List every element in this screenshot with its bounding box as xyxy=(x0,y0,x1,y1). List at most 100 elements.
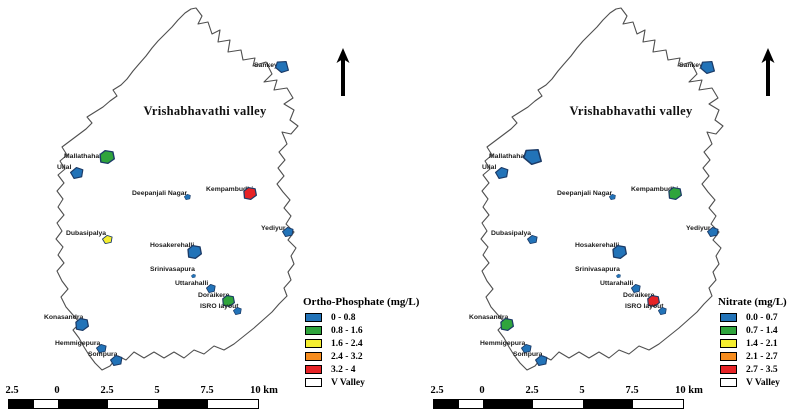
legend-swatch-white xyxy=(720,378,737,387)
site-marker-sankey xyxy=(700,61,715,74)
site-label-sankey: Sankey xyxy=(254,62,278,69)
site-marker-srinivasapura xyxy=(191,274,196,278)
site-label-sompura: Sompura xyxy=(88,351,118,358)
site-label-srinivasapura: Srinivasapura xyxy=(575,266,620,273)
scalebar-track xyxy=(8,399,259,409)
legend-item-orange: 2.4 - 3.2 xyxy=(303,350,419,363)
site-marker-yediyur xyxy=(707,227,719,237)
valley-boundary-path xyxy=(55,7,299,371)
site-marker-sompura xyxy=(535,355,548,366)
scalebar-track xyxy=(433,399,684,409)
site-label-doraikere: Doraikere xyxy=(198,292,230,299)
legend-item-red: 2.7 - 3.5 xyxy=(718,363,787,376)
site-marker-hosakerehalli xyxy=(612,245,627,259)
site-marker-konasandra xyxy=(75,318,89,331)
site-label-kempambudhi: Kempambudhi xyxy=(206,186,254,193)
site-label-deepanjali-nagar: Deepanjali Nagar xyxy=(132,190,188,197)
site-marker-mallathahalli xyxy=(523,149,542,165)
legend-box: Nitrate (mg/L) 0.0 - 0.7 0.7 - 1.4 1.4 - 2… xyxy=(718,296,787,389)
legend-item-label: 1.4 - 2.1 xyxy=(746,338,778,349)
scalebar-tick-label: 5 xyxy=(154,385,160,396)
site-label-dubasipalya: Dubasipalya xyxy=(491,230,532,237)
scalebar-tick-label: 7.5 xyxy=(625,385,639,396)
site-label-ullal: Ullal xyxy=(57,164,72,171)
site-label-doraikere: Doraikere xyxy=(623,292,655,299)
site-marker-uttarahalli xyxy=(206,284,216,293)
legend-item-yellow: 1.6 - 2.4 xyxy=(303,337,419,350)
north-arrow-icon xyxy=(761,48,775,96)
scalebar-segment xyxy=(158,400,208,408)
site-marker-ullal xyxy=(70,167,84,179)
site-label-yediyur: Yediyur xyxy=(261,225,286,232)
legend-swatch-green xyxy=(720,326,737,335)
site-label-ullal: Ullal xyxy=(482,164,497,171)
legend-box: Ortho-Phosphate (mg/L) 0 - 0.8 0.8 - 1.6 1… xyxy=(303,296,419,389)
site-label-deepanjali-nagar: Deepanjali Nagar xyxy=(557,190,613,197)
site-marker-hemmigepura xyxy=(96,344,107,353)
site-marker-doraikere xyxy=(647,295,660,307)
north-arrow-icon xyxy=(336,48,350,96)
site-marker-konasandra xyxy=(500,318,514,331)
legend-item-label: 2.4 - 3.2 xyxy=(331,351,363,362)
site-label-yediyur: Yediyur xyxy=(686,225,711,232)
site-marker-hemmigepura xyxy=(521,344,532,353)
scalebar-tick-label: 2.5 xyxy=(5,385,19,396)
legend-swatch-red xyxy=(720,365,737,374)
legend-item-yellow: 1.4 - 2.1 xyxy=(718,337,787,350)
scalebar-segment xyxy=(208,400,258,408)
site-label-srinivasapura: Srinivasapura xyxy=(150,266,195,273)
legend-item-label: 0.8 - 1.6 xyxy=(331,325,363,336)
legend-swatch-white xyxy=(305,378,322,387)
legend-item-green: 0.7 - 1.4 xyxy=(718,324,787,337)
scalebar-segment xyxy=(34,400,58,408)
scalebar-segment xyxy=(533,400,583,408)
scalebar-segment xyxy=(459,400,483,408)
legend-title: Ortho-Phosphate (mg/L) xyxy=(303,296,420,308)
legend-swatch-green xyxy=(305,326,322,335)
site-label-isro-layout: ISRO layout xyxy=(200,303,239,310)
site-marker-kempambudhi xyxy=(668,187,682,200)
site-label-hosakerehalli: Hosakerehalli xyxy=(150,242,195,249)
site-marker-kempambudhi xyxy=(243,187,257,200)
scalebar-segment xyxy=(9,400,34,408)
site-marker-deepanjali-nagar xyxy=(609,194,616,200)
legend-item-green: 0.8 - 1.6 xyxy=(303,324,419,337)
scalebar-tick-label: 0 xyxy=(54,385,60,396)
scalebar-segment xyxy=(58,400,108,408)
site-marker-dubasipalya xyxy=(527,235,538,244)
legend-item-white: V Valley xyxy=(718,376,787,389)
site-marker-isro-layout xyxy=(233,307,242,315)
site-label-hemmigepura: Hemmigepura xyxy=(480,340,526,347)
valley-boundary-path xyxy=(480,7,724,371)
site-label-uttarahalli: Uttarahalli xyxy=(600,280,634,287)
scalebar-segment xyxy=(108,400,158,408)
map-region-title: Vrishabhavathi valley xyxy=(143,104,267,118)
legend-swatch-orange xyxy=(720,352,737,361)
legend-item-label: 3.2 - 4 xyxy=(331,364,356,375)
site-label-dubasipalya: Dubasipalya xyxy=(66,230,107,237)
legend-item-label: V Valley xyxy=(746,377,780,388)
site-marker-hosakerehalli xyxy=(187,245,202,259)
site-marker-isro-layout xyxy=(658,307,667,315)
scalebar-segment xyxy=(633,400,683,408)
site-label-mallathahalli: Mallathahalli xyxy=(489,153,530,160)
legend-swatch-red xyxy=(305,365,322,374)
scalebar-tick-label: 10 km xyxy=(250,385,278,396)
site-label-mallathahalli: Mallathahalli xyxy=(64,153,105,160)
legend-item-label: V Valley xyxy=(331,377,365,388)
site-marker-dubasipalya xyxy=(102,235,113,244)
site-marker-deepanjali-nagar xyxy=(184,194,191,200)
scalebar-tick-label: 2.5 xyxy=(525,385,539,396)
legend-swatch-blue xyxy=(720,313,737,322)
legend-item-label: 1.6 - 2.4 xyxy=(331,338,363,349)
legend-swatch-orange xyxy=(305,352,322,361)
legend-item-blue: 0 - 0.8 xyxy=(303,311,419,324)
legend-item-red: 3.2 - 4 xyxy=(303,363,419,376)
legend-item-label: 0.7 - 1.4 xyxy=(746,325,778,336)
scalebar-tick-label: 5 xyxy=(579,385,585,396)
site-label-isro-layout: ISRO layout xyxy=(625,303,664,310)
legend-item-label: 2.7 - 3.5 xyxy=(746,364,778,375)
